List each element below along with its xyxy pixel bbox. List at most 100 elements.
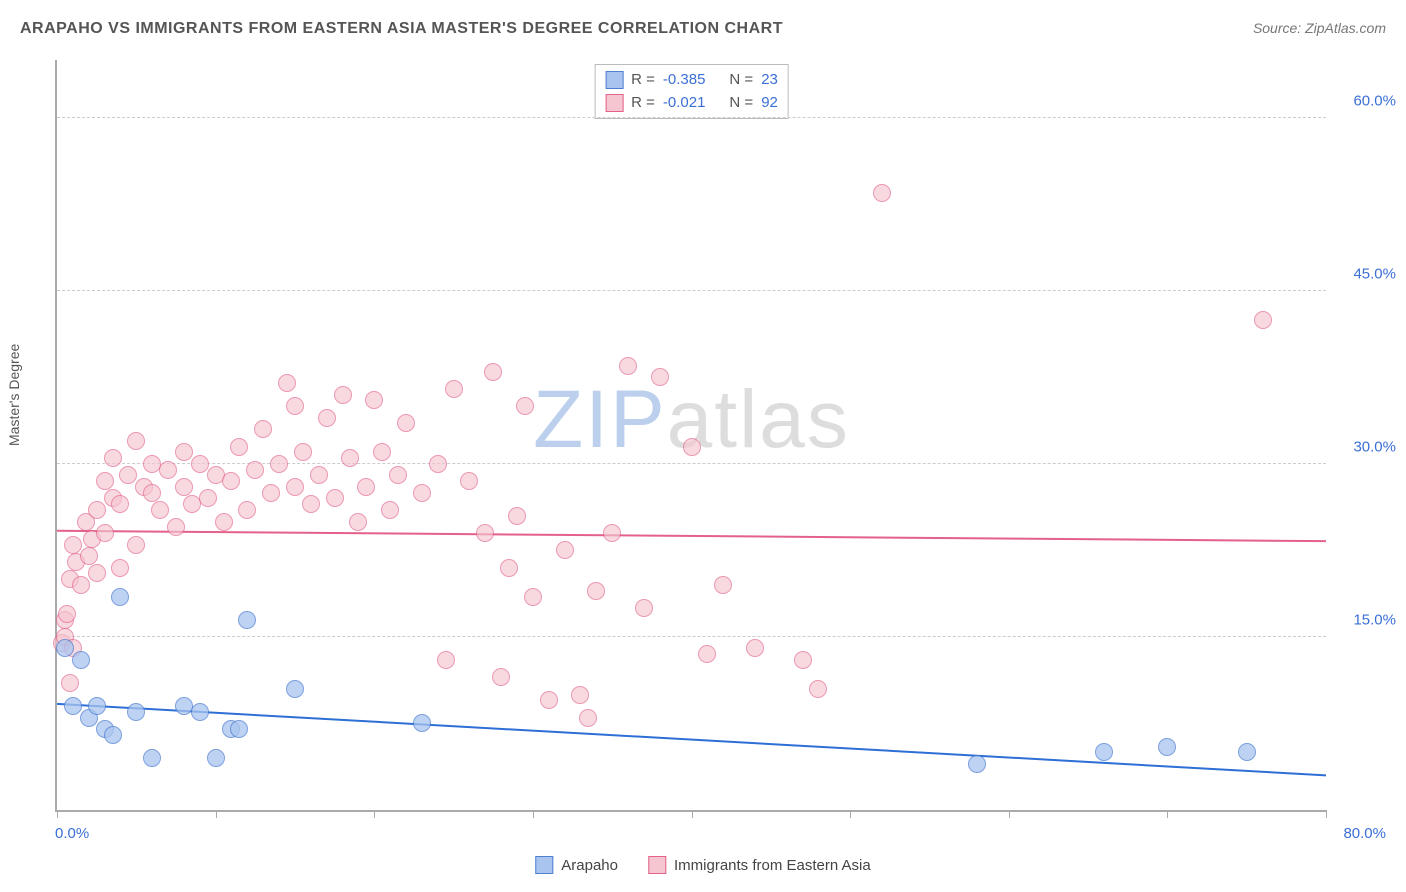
data-point-immigrants xyxy=(540,691,558,709)
xtick xyxy=(1326,810,1327,818)
data-point-arapaho xyxy=(127,703,145,721)
y-axis-label: Master's Degree xyxy=(6,344,22,446)
data-point-immigrants xyxy=(476,524,494,542)
data-point-immigrants xyxy=(508,507,526,525)
chart-source: Source: ZipAtlas.com xyxy=(1253,20,1386,36)
r-label: R = xyxy=(631,92,655,115)
ytick-label: 15.0% xyxy=(1336,611,1396,628)
data-point-immigrants xyxy=(111,559,129,577)
data-point-immigrants xyxy=(714,576,732,594)
data-point-immigrants xyxy=(222,472,240,490)
data-point-immigrants xyxy=(215,513,233,531)
n-value-arapaho: 23 xyxy=(761,69,778,92)
data-point-immigrants xyxy=(365,391,383,409)
data-point-immigrants xyxy=(310,466,328,484)
data-point-immigrants xyxy=(437,651,455,669)
data-point-immigrants xyxy=(587,582,605,600)
data-point-immigrants xyxy=(357,478,375,496)
n-label: N = xyxy=(729,69,753,92)
data-point-immigrants xyxy=(698,645,716,663)
data-point-immigrants xyxy=(302,495,320,513)
data-point-arapaho xyxy=(191,703,209,721)
xtick xyxy=(216,810,217,818)
swatch-arapaho xyxy=(605,71,623,89)
data-point-immigrants xyxy=(373,443,391,461)
data-point-immigrants xyxy=(341,449,359,467)
legend-swatch-immigrants xyxy=(648,856,666,874)
data-point-immigrants xyxy=(72,576,90,594)
data-point-immigrants xyxy=(294,443,312,461)
data-point-immigrants xyxy=(603,524,621,542)
ytick-label: 60.0% xyxy=(1336,92,1396,109)
data-point-immigrants xyxy=(318,409,336,427)
stats-row-arapaho: R = -0.385 N = 23 xyxy=(605,69,778,92)
data-point-immigrants xyxy=(175,443,193,461)
legend-label-arapaho: Arapaho xyxy=(561,857,618,874)
legend-item-arapaho: Arapaho xyxy=(535,856,618,874)
data-point-immigrants xyxy=(127,432,145,450)
swatch-immigrants xyxy=(605,94,623,112)
series-legend: Arapaho Immigrants from Eastern Asia xyxy=(535,856,870,874)
data-point-immigrants xyxy=(389,466,407,484)
data-point-immigrants xyxy=(151,501,169,519)
data-point-immigrants xyxy=(873,184,891,202)
data-point-immigrants xyxy=(127,536,145,554)
data-point-immigrants xyxy=(58,605,76,623)
data-point-immigrants xyxy=(556,541,574,559)
data-point-immigrants xyxy=(397,414,415,432)
data-point-immigrants xyxy=(516,397,534,415)
data-point-arapaho xyxy=(968,755,986,773)
data-point-immigrants xyxy=(286,397,304,415)
data-point-immigrants xyxy=(334,386,352,404)
data-point-immigrants xyxy=(524,588,542,606)
data-point-immigrants xyxy=(484,363,502,381)
data-point-immigrants xyxy=(80,547,98,565)
data-point-arapaho xyxy=(1158,738,1176,756)
data-point-immigrants xyxy=(88,501,106,519)
legend-item-immigrants: Immigrants from Eastern Asia xyxy=(648,856,871,874)
data-point-arapaho xyxy=(72,651,90,669)
data-point-immigrants xyxy=(104,449,122,467)
xtick xyxy=(533,810,534,818)
data-point-arapaho xyxy=(1238,743,1256,761)
r-label: R = xyxy=(631,69,655,92)
data-point-immigrants xyxy=(64,536,82,554)
data-point-arapaho xyxy=(230,720,248,738)
r-value-arapaho: -0.385 xyxy=(663,69,706,92)
n-value-immigrants: 92 xyxy=(761,92,778,115)
data-point-immigrants xyxy=(619,357,637,375)
data-point-immigrants xyxy=(794,651,812,669)
data-point-immigrants xyxy=(167,518,185,536)
data-point-immigrants xyxy=(159,461,177,479)
plot-area: ZIPatlas R = -0.385 N = 23 R = -0.021 N … xyxy=(55,60,1326,812)
data-point-immigrants xyxy=(683,438,701,456)
data-point-arapaho xyxy=(1095,743,1113,761)
data-point-immigrants xyxy=(143,484,161,502)
data-point-immigrants xyxy=(429,455,447,473)
data-point-immigrants xyxy=(270,455,288,473)
grid-line xyxy=(57,636,1326,637)
data-point-immigrants xyxy=(262,484,280,502)
data-point-arapaho xyxy=(207,749,225,767)
trend-lines xyxy=(57,60,1326,810)
data-point-immigrants xyxy=(61,674,79,692)
data-point-immigrants xyxy=(381,501,399,519)
xtick xyxy=(850,810,851,818)
ytick-label: 45.0% xyxy=(1336,265,1396,282)
data-point-immigrants xyxy=(326,489,344,507)
data-point-immigrants xyxy=(413,484,431,502)
data-point-immigrants xyxy=(445,380,463,398)
data-point-immigrants xyxy=(460,472,478,490)
data-point-immigrants xyxy=(230,438,248,456)
legend-label-immigrants: Immigrants from Eastern Asia xyxy=(674,857,871,874)
data-point-immigrants xyxy=(238,501,256,519)
data-point-immigrants xyxy=(579,709,597,727)
n-label: N = xyxy=(729,92,753,115)
data-point-immigrants xyxy=(246,461,264,479)
data-point-immigrants xyxy=(111,495,129,513)
chart-header: ARAPAHO VS IMMIGRANTS FROM EASTERN ASIA … xyxy=(20,20,1386,38)
r-value-immigrants: -0.021 xyxy=(663,92,706,115)
data-point-arapaho xyxy=(64,697,82,715)
xtick xyxy=(374,810,375,818)
xtick xyxy=(1009,810,1010,818)
